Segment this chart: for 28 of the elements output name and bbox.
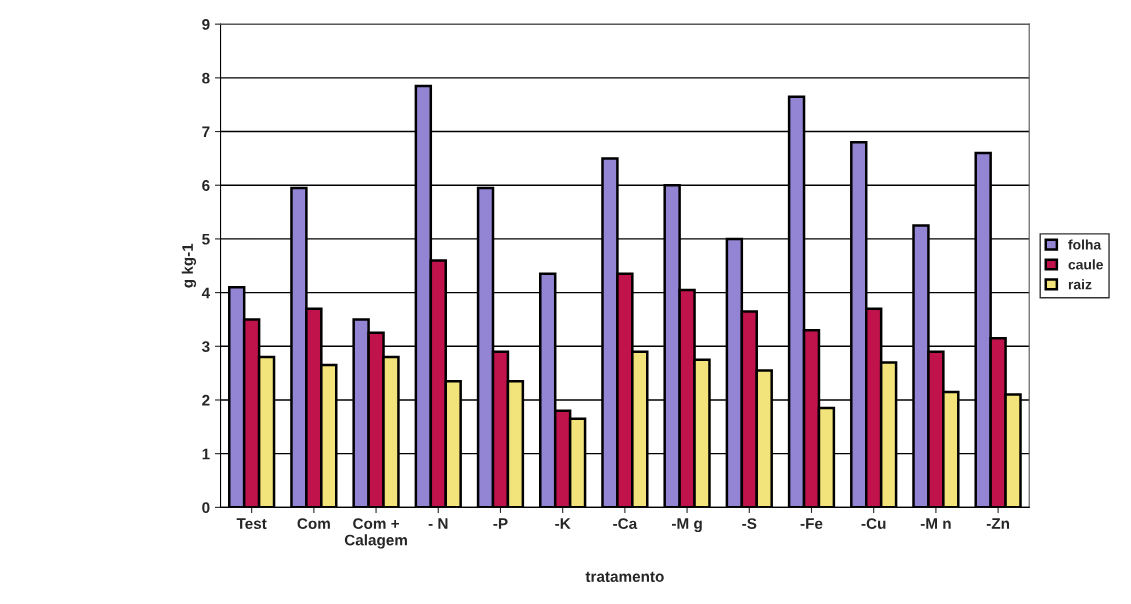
- y-tick-label: 4: [201, 287, 211, 299]
- x-tick-label: Com: [297, 518, 330, 529]
- y-tick-label: 1: [202, 448, 210, 460]
- x-tick-label: -Zn: [986, 518, 1010, 529]
- y-tick-label: 2: [202, 394, 210, 406]
- legend-label: raiz: [1068, 279, 1092, 290]
- x-axis-title: tratamento: [585, 571, 664, 582]
- y-tick-label: 3: [201, 341, 210, 352]
- legend-label: folha: [1068, 239, 1102, 250]
- y-axis-title: g kg-1: [181, 243, 197, 288]
- x-tick-label: -M n: [920, 518, 951, 529]
- x-tick-label: -M g: [671, 518, 702, 533]
- y-tick-label: 5: [202, 233, 210, 245]
- legend-label: caule: [1068, 259, 1104, 270]
- y-tick-label: 9: [202, 19, 210, 30]
- y-tick-label: 7: [202, 126, 210, 138]
- x-tick-label: -K: [555, 518, 571, 529]
- y-tick-label: 8: [202, 72, 210, 84]
- x-tick-label: -Ca: [613, 518, 638, 529]
- x-tick-label: -Fe: [800, 518, 823, 529]
- x-tick-label: Test: [236, 518, 267, 529]
- x-tick-label: -P: [493, 518, 508, 529]
- y-tick-label: 6: [202, 180, 210, 191]
- x-tick-label: -Cu: [861, 518, 886, 529]
- x-tick-label: - N: [428, 518, 448, 529]
- x-tick-label: Com + Calagem: [344, 518, 407, 549]
- x-tick-label: -S: [742, 518, 757, 529]
- y-tick-label: 0: [202, 502, 210, 514]
